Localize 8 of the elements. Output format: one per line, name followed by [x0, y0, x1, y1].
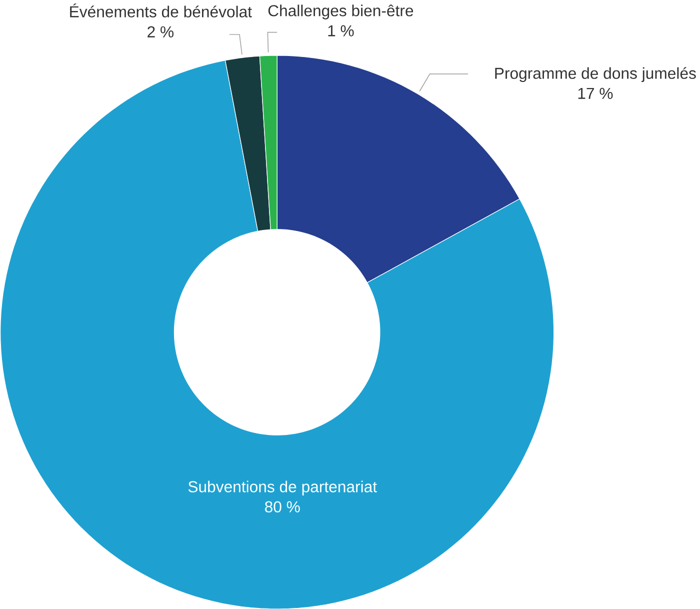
data-label: 17 %	[578, 88, 613, 99]
slice-label: Challenges bien-être	[268, 4, 414, 20]
slice-label: Événements de bénévolat	[70, 3, 252, 18]
data-label: 1 %	[328, 25, 354, 36]
slice-label: Subventions de partenariat	[188, 480, 377, 496]
slice-label: Programme de dons jumelés	[495, 66, 696, 82]
data-label: 80 %	[265, 501, 300, 512]
data-label: 2 %	[148, 26, 174, 38]
